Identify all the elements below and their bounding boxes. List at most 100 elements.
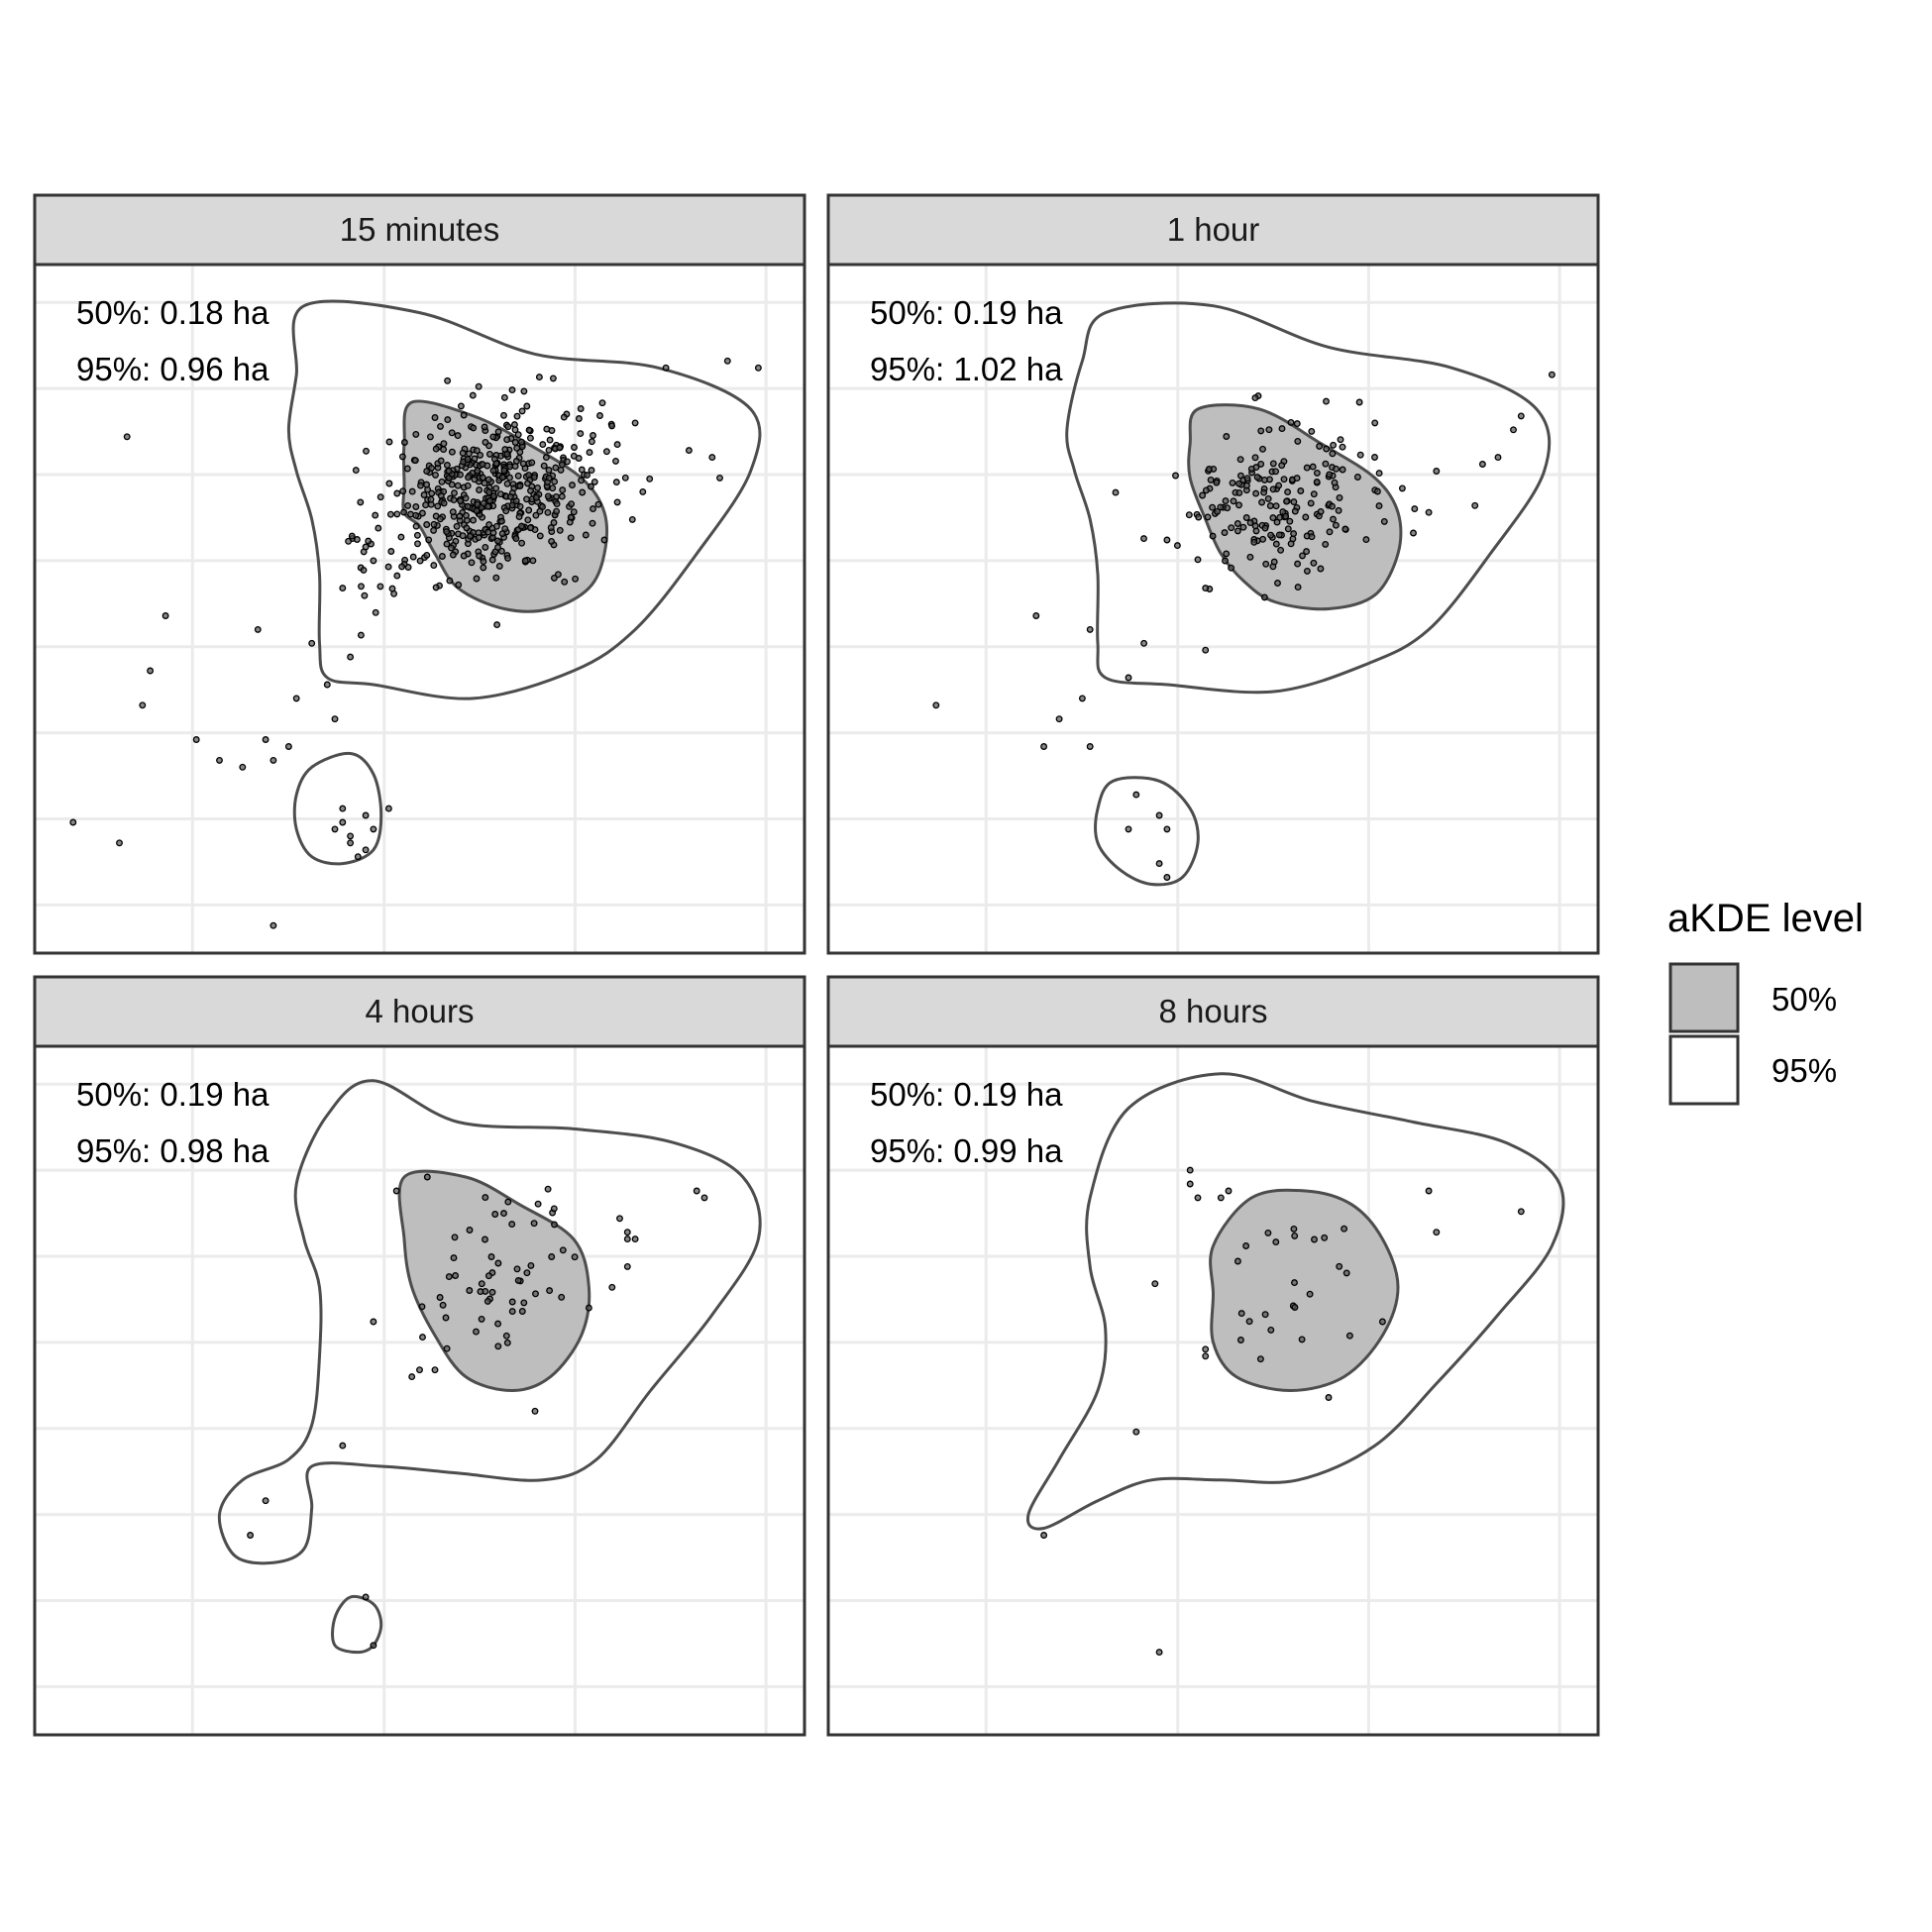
- location-point: [1202, 1345, 1210, 1353]
- location-point: [1380, 517, 1388, 525]
- location-point: [487, 1253, 495, 1260]
- location-point: [1355, 398, 1363, 406]
- location-point: [1278, 425, 1286, 433]
- location-point: [1293, 475, 1301, 483]
- location-point: [398, 563, 406, 571]
- location-point: [500, 467, 508, 475]
- location-point: [551, 478, 559, 485]
- location-point: [386, 510, 394, 518]
- location-point: [460, 552, 468, 560]
- location-point: [587, 483, 594, 490]
- location-point: [331, 715, 339, 723]
- location-point: [1251, 454, 1259, 462]
- location-point: [440, 499, 448, 507]
- location-point: [529, 557, 537, 565]
- legend-label-95: 95%: [1771, 1052, 1837, 1089]
- location-point: [403, 465, 411, 473]
- location-point: [1272, 468, 1280, 476]
- location-point: [492, 484, 500, 492]
- location-point: [495, 562, 503, 570]
- location-point: [139, 701, 147, 709]
- location-point: [1173, 542, 1181, 550]
- location-point: [1284, 525, 1292, 533]
- location-point: [513, 444, 521, 452]
- location-point: [460, 411, 468, 419]
- location-point: [558, 1293, 566, 1301]
- location-point: [1264, 1229, 1272, 1236]
- location-point: [269, 921, 277, 929]
- location-point: [1204, 513, 1212, 521]
- location-point: [623, 1229, 631, 1236]
- strip-label-4-hours: 4 hours: [365, 993, 474, 1029]
- location-point: [502, 507, 510, 515]
- location-point: [572, 575, 580, 583]
- location-point: [612, 479, 620, 486]
- location-point: [1228, 524, 1235, 532]
- legend-key-50: [1668, 962, 1740, 1033]
- location-point: [1342, 1269, 1350, 1277]
- location-point: [423, 468, 431, 476]
- location-point: [524, 516, 532, 524]
- location-point: [1214, 507, 1222, 515]
- location-point: [577, 430, 585, 438]
- location-point: [1217, 1194, 1225, 1202]
- location-point: [513, 412, 521, 420]
- panel-bg: [828, 1046, 1598, 1735]
- location-point: [585, 1304, 592, 1312]
- location-point: [357, 498, 365, 506]
- location-point: [1202, 646, 1210, 654]
- location-point: [1375, 470, 1383, 478]
- location-point: [489, 492, 497, 500]
- location-point: [1163, 536, 1171, 544]
- location-point: [1132, 791, 1140, 799]
- location-point: [443, 528, 451, 536]
- contour-95: [217, 1079, 762, 1565]
- location-point: [1332, 521, 1340, 529]
- legend-title: aKDE level: [1667, 897, 1864, 940]
- location-point: [523, 495, 530, 503]
- location-point: [503, 480, 511, 487]
- location-point: [508, 501, 516, 509]
- location-point: [1290, 1225, 1298, 1233]
- location-point: [1336, 1262, 1343, 1270]
- location-point: [590, 432, 596, 439]
- location-point: [571, 1253, 579, 1261]
- location-point: [534, 1200, 542, 1208]
- location-point: [428, 489, 436, 497]
- location-point: [483, 502, 491, 510]
- location-point: [1259, 535, 1267, 543]
- location-point: [362, 811, 370, 819]
- location-point: [494, 1342, 502, 1350]
- contour-95: [1025, 1072, 1565, 1531]
- location-point: [451, 1234, 459, 1241]
- location-point: [473, 507, 481, 514]
- location-point: [480, 558, 487, 566]
- location-point: [437, 422, 444, 430]
- location-point: [426, 433, 434, 441]
- location-point: [1086, 743, 1094, 750]
- location-point: [400, 508, 408, 516]
- location-point: [536, 532, 544, 540]
- location-point: [1325, 1394, 1333, 1401]
- location-point: [586, 449, 593, 457]
- location-point: [1303, 464, 1311, 472]
- location-point: [1225, 1187, 1233, 1195]
- strip-15-minutes: [33, 193, 806, 267]
- location-point: [348, 532, 356, 540]
- location-point: [1272, 540, 1280, 548]
- location-point: [1293, 420, 1301, 428]
- location-point: [511, 426, 519, 434]
- location-point: [361, 591, 369, 599]
- location-point: [589, 519, 596, 527]
- location-point: [456, 512, 464, 520]
- strip-4-hours: [33, 975, 806, 1048]
- location-point: [590, 478, 598, 485]
- location-point: [430, 562, 438, 570]
- location-point: [1245, 1318, 1253, 1326]
- location-point: [440, 446, 448, 454]
- location-point: [436, 1294, 444, 1301]
- location-point: [1246, 553, 1254, 561]
- location-point: [69, 818, 77, 826]
- location-point: [1228, 564, 1235, 572]
- location-point: [1291, 1279, 1298, 1287]
